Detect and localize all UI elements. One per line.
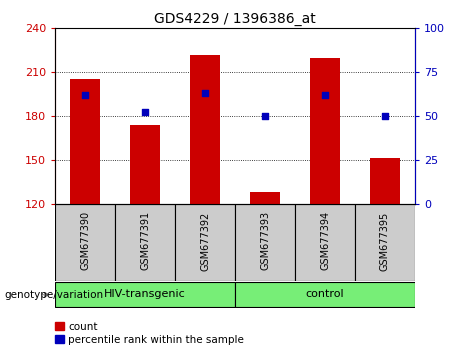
Text: HIV-transgenic: HIV-transgenic (104, 289, 186, 299)
Legend: count, percentile rank within the sample: count, percentile rank within the sample (51, 317, 248, 349)
Text: GSM677393: GSM677393 (260, 211, 270, 270)
Bar (55, 204, 115, 281)
Text: GSM677395: GSM677395 (380, 211, 390, 270)
Bar (295, 204, 355, 281)
Title: GDS4229 / 1396386_at: GDS4229 / 1396386_at (154, 12, 316, 26)
Bar (55, 282, 235, 307)
Text: genotype/variation: genotype/variation (5, 290, 104, 300)
Bar (115, 204, 175, 281)
Bar (355, 204, 415, 281)
Bar (175, 204, 235, 281)
Bar (130, 125, 160, 204)
Text: GSM677394: GSM677394 (320, 211, 330, 270)
Bar (235, 282, 415, 307)
Bar (70, 79, 100, 204)
Text: GSM677390: GSM677390 (80, 211, 90, 270)
Text: GSM677391: GSM677391 (140, 211, 150, 270)
Bar (235, 204, 295, 281)
Bar (370, 158, 400, 204)
Point (261, 113, 269, 119)
Text: control: control (306, 289, 344, 299)
Point (142, 110, 149, 115)
Point (201, 90, 209, 96)
Point (321, 92, 329, 98)
Point (82, 92, 89, 98)
Bar (310, 57, 340, 204)
Text: GSM677392: GSM677392 (200, 211, 210, 270)
Bar (190, 55, 220, 204)
Point (381, 113, 389, 119)
Bar (250, 192, 280, 204)
